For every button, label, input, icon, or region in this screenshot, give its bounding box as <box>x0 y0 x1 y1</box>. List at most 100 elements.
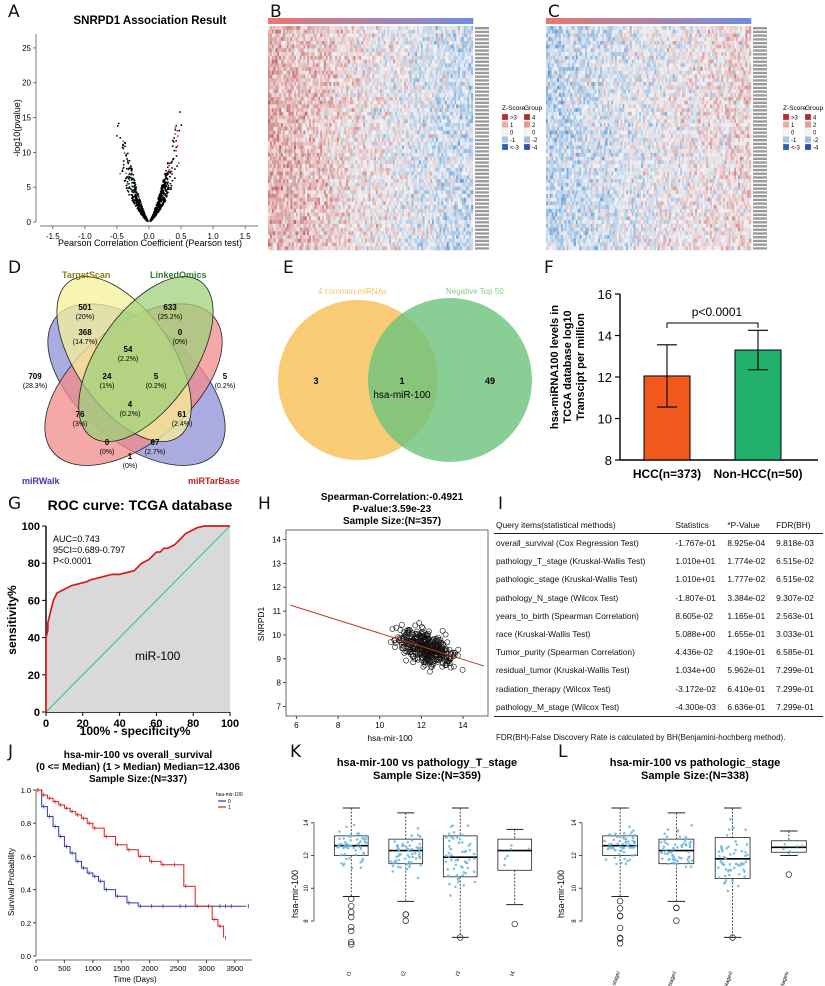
heatmap-cell <box>309 55 312 60</box>
heatmap-cell <box>456 78 459 83</box>
volcano-point <box>165 194 168 197</box>
heatmap-cell <box>424 138 427 142</box>
volcano-point <box>139 204 142 207</box>
heatmap-cell <box>307 74 310 79</box>
heatmap-cell <box>446 33 450 38</box>
heatmap-cell <box>411 138 414 142</box>
heatmap-cell <box>459 63 463 68</box>
heatmap-cell <box>353 74 356 79</box>
heatmap-cell <box>443 59 446 64</box>
heatmap-cell <box>364 70 368 75</box>
heatmap-cell <box>366 138 369 142</box>
heatmap-cell <box>428 89 431 94</box>
heatmap-cell <box>471 115 474 120</box>
heatmap-cell <box>361 156 364 161</box>
heatmap-cell <box>443 70 446 75</box>
heatmap-cell <box>445 74 448 79</box>
heatmap-cell <box>357 40 360 45</box>
heatmap-cell <box>363 108 366 113</box>
heatmap-cell <box>295 119 299 124</box>
heatmap-cell <box>292 52 295 57</box>
heatmap-cell <box>381 59 384 64</box>
heatmap-cell <box>359 55 362 60</box>
heatmap-cell <box>331 138 334 142</box>
heatmap-cell <box>461 85 464 90</box>
heatmap-cell <box>269 74 272 79</box>
heatmap-cell <box>372 145 375 150</box>
heatmap-cell <box>301 63 304 68</box>
heatmap-cell <box>351 123 354 128</box>
heatmap-cell <box>458 63 461 68</box>
heatmap-cell <box>450 63 453 68</box>
heatmap-cell <box>420 55 423 60</box>
heatmap-cell <box>465 74 468 79</box>
heatmap-cell <box>459 89 463 94</box>
heatmap-cell <box>450 89 453 94</box>
heatmap-cell <box>331 111 334 116</box>
heatmap-cell <box>387 119 390 124</box>
heatmap-cell <box>405 145 409 150</box>
heatmap-cell <box>284 44 287 49</box>
heatmap-cell <box>366 115 369 120</box>
heatmap-cell <box>340 115 343 120</box>
heatmap-cell <box>450 26 453 30</box>
heatmap-cell <box>322 115 325 120</box>
heatmap-cell <box>303 37 306 42</box>
heatmap-cell <box>394 138 397 142</box>
heatmap-cell <box>284 33 287 38</box>
heatmap-cell <box>420 82 423 86</box>
heatmap-cell <box>271 96 274 101</box>
heatmap-cell <box>418 130 422 135</box>
heatmap-cell <box>346 26 349 30</box>
heatmap-cell <box>269 134 272 139</box>
heatmap-group-bar <box>415 18 418 24</box>
volcano-point <box>122 143 124 146</box>
heatmap-cell <box>269 130 272 135</box>
heatmap-cell <box>288 26 291 30</box>
heatmap-cell <box>465 37 468 42</box>
heatmap-cell <box>443 138 446 142</box>
heatmap-cell <box>437 26 440 30</box>
heatmap-cell <box>363 138 366 142</box>
heatmap-cell <box>458 96 461 101</box>
heatmap-group-bar <box>407 18 410 24</box>
volcano-point <box>143 213 146 216</box>
heatmap-cell <box>281 40 284 45</box>
heatmap-cell <box>325 115 328 120</box>
heatmap-cell <box>305 40 308 45</box>
heatmap-cell <box>295 111 299 116</box>
heatmap-cell <box>377 100 381 105</box>
volcano-point <box>169 171 172 174</box>
heatmap-cell <box>437 82 440 86</box>
heatmap-cell <box>290 37 293 42</box>
heatmap-cell <box>351 119 354 124</box>
heatmap-cell <box>333 104 336 109</box>
heatmap-cell <box>374 40 377 45</box>
heatmap-cell <box>387 130 390 135</box>
heatmap-cell <box>284 119 287 124</box>
heatmap-cell <box>368 141 371 146</box>
heatmap-cell <box>327 67 330 72</box>
heatmap-cell <box>430 55 433 60</box>
heatmap-cell <box>303 123 306 128</box>
heatmap-cell <box>322 152 325 157</box>
heatmap-cell <box>325 93 328 98</box>
heatmap-cell <box>450 29 453 34</box>
heatmap-cell <box>275 152 278 157</box>
heatmap-cell <box>368 74 371 79</box>
heatmap-cell <box>387 141 390 146</box>
heatmap-cell <box>409 96 412 101</box>
heatmap-cell <box>413 40 416 45</box>
heatmap-cell <box>400 89 403 94</box>
heatmap-cell <box>363 123 366 128</box>
heatmap-cell <box>387 78 390 83</box>
heatmap-cell <box>359 119 362 124</box>
heatmap-cell <box>446 37 450 42</box>
heatmap-cell <box>391 82 394 86</box>
heatmap-cell <box>363 78 366 83</box>
heatmap-cell <box>465 29 468 34</box>
heatmap-cell <box>366 44 369 49</box>
heatmap-cell <box>441 63 444 68</box>
heatmap-cell <box>346 48 349 53</box>
heatmap-cell <box>459 44 463 49</box>
